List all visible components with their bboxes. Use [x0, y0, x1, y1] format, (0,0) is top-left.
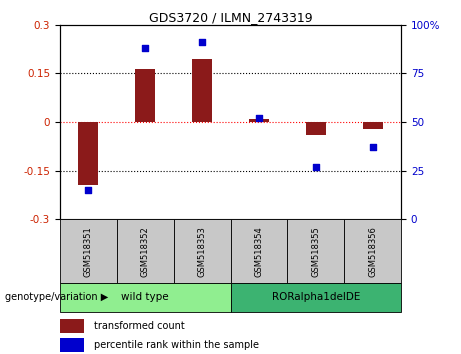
Bar — [344, 219, 401, 283]
Bar — [135, 69, 155, 122]
Bar — [192, 59, 212, 122]
Point — [85, 187, 92, 193]
Bar — [60, 338, 84, 352]
Text: GSM518356: GSM518356 — [368, 226, 377, 277]
Text: wild type: wild type — [121, 292, 169, 302]
Bar — [230, 219, 287, 283]
Bar — [174, 219, 230, 283]
Text: GSM518353: GSM518353 — [198, 226, 207, 277]
Text: GSM518355: GSM518355 — [311, 226, 320, 277]
Bar — [287, 219, 344, 283]
Point — [198, 40, 206, 45]
Text: transformed count: transformed count — [94, 321, 185, 331]
Text: genotype/variation ▶: genotype/variation ▶ — [5, 292, 108, 302]
Bar — [306, 122, 326, 135]
Text: percentile rank within the sample: percentile rank within the sample — [94, 341, 259, 350]
Point — [369, 144, 376, 150]
Text: GSM518352: GSM518352 — [141, 226, 150, 277]
Bar — [249, 119, 269, 122]
Point — [255, 115, 263, 121]
Bar — [60, 319, 84, 333]
Bar — [230, 283, 401, 312]
Bar — [117, 219, 174, 283]
Bar — [78, 122, 98, 185]
Bar — [363, 122, 383, 129]
Text: GSM518354: GSM518354 — [254, 226, 263, 277]
Text: RORalpha1delDE: RORalpha1delDE — [272, 292, 360, 302]
Bar — [60, 219, 117, 283]
Point — [312, 164, 319, 170]
Point — [142, 45, 149, 51]
Bar — [60, 283, 230, 312]
Text: GSM518351: GSM518351 — [84, 226, 93, 277]
Title: GDS3720 / ILMN_2743319: GDS3720 / ILMN_2743319 — [149, 11, 312, 24]
